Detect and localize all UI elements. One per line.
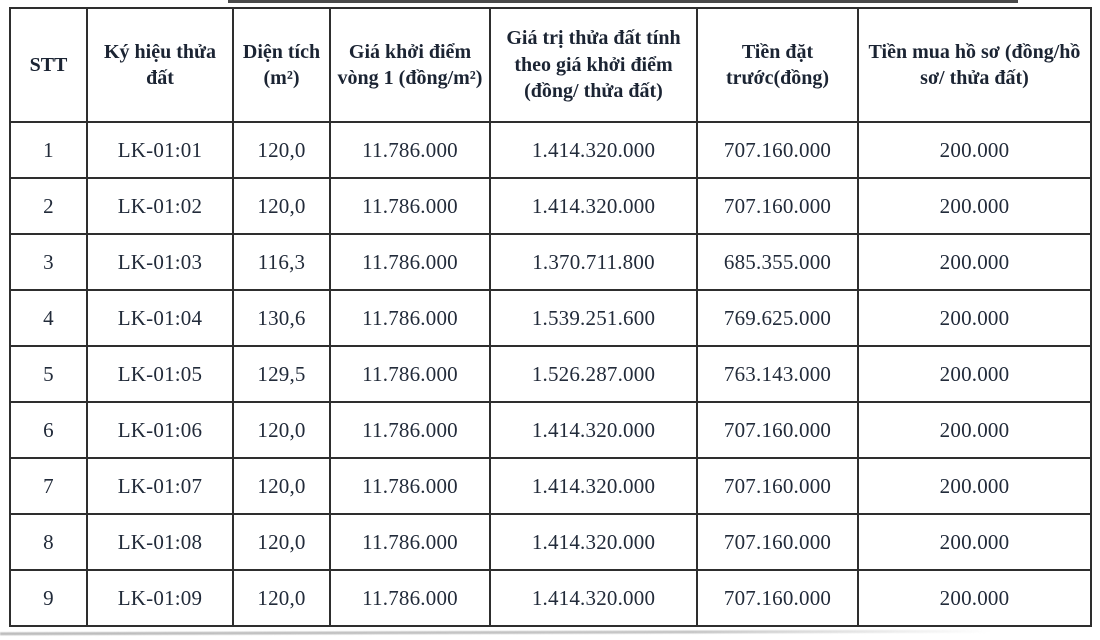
header-tien-mua-ho-so: Tiền mua hồ sơ (đồng/hồ sơ/ thửa đất)	[857, 7, 1092, 123]
cell-tien-dat-truoc: 707.160.000	[696, 177, 859, 235]
cell-ky-hieu-thua-dat: LK-01:01	[86, 121, 234, 179]
cell-gia-khoi-diem: 11.786.000	[329, 177, 491, 235]
cell-stt: 8	[9, 513, 88, 571]
scan-artifact-top-line	[228, 0, 1018, 3]
table-row: 6 LK-01:06 120,0 11.786.000 1.414.320.00…	[9, 401, 1092, 459]
cell-gia-khoi-diem: 11.786.000	[329, 289, 491, 347]
cell-ky-hieu-thua-dat: LK-01:03	[86, 233, 234, 291]
cell-gia-khoi-diem: 11.786.000	[329, 121, 491, 179]
header-dien-tich: Diện tích (m²)	[232, 7, 331, 123]
cell-tien-mua-ho-so: 200.000	[857, 513, 1092, 571]
cell-gia-tri-thua-dat: 1.370.711.800	[489, 233, 698, 291]
cell-gia-tri-thua-dat: 1.414.320.000	[489, 457, 698, 515]
cell-tien-mua-ho-so: 200.000	[857, 401, 1092, 459]
cell-gia-tri-thua-dat: 1.526.287.000	[489, 345, 698, 403]
cell-ky-hieu-thua-dat: LK-01:04	[86, 289, 234, 347]
cell-tien-dat-truoc: 707.160.000	[696, 121, 859, 179]
header-tien-dat-truoc: Tiền đặt trước(đồng)	[696, 7, 859, 123]
cell-stt: 5	[9, 345, 88, 403]
cell-gia-tri-thua-dat: 1.414.320.000	[489, 177, 698, 235]
cell-gia-tri-thua-dat: 1.414.320.000	[489, 513, 698, 571]
cell-tien-mua-ho-so: 200.000	[857, 289, 1092, 347]
cell-dien-tich: 120,0	[232, 513, 331, 571]
cell-ky-hieu-thua-dat: LK-01:09	[86, 569, 234, 627]
cell-tien-dat-truoc: 707.160.000	[696, 457, 859, 515]
header-ky-hieu-thua-dat: Ký hiệu thửa đất	[86, 7, 234, 123]
cell-gia-khoi-diem: 11.786.000	[329, 569, 491, 627]
cell-tien-mua-ho-so: 200.000	[857, 345, 1092, 403]
cell-tien-mua-ho-so: 200.000	[857, 121, 1092, 179]
cell-ky-hieu-thua-dat: LK-01:06	[86, 401, 234, 459]
cell-dien-tich: 120,0	[232, 401, 331, 459]
cell-stt: 3	[9, 233, 88, 291]
table-row: 7 LK-01:07 120,0 11.786.000 1.414.320.00…	[9, 457, 1092, 515]
cell-tien-mua-ho-so: 200.000	[857, 457, 1092, 515]
header-gia-tri-thua-dat: Giá trị thửa đất tính theo giá khởi điểm…	[489, 7, 698, 123]
table-row: 8 LK-01:08 120,0 11.786.000 1.414.320.00…	[9, 513, 1092, 571]
cell-gia-tri-thua-dat: 1.414.320.000	[489, 401, 698, 459]
cell-gia-khoi-diem: 11.786.000	[329, 513, 491, 571]
cell-tien-dat-truoc: 685.355.000	[696, 233, 859, 291]
table-header: STT Ký hiệu thửa đất Diện tích (m²) Giá …	[9, 7, 1092, 123]
cell-ky-hieu-thua-dat: LK-01:08	[86, 513, 234, 571]
cell-gia-khoi-diem: 11.786.000	[329, 233, 491, 291]
cell-stt: 9	[9, 569, 88, 627]
cell-gia-khoi-diem: 11.786.000	[329, 457, 491, 515]
table-body: 1 LK-01:01 120,0 11.786.000 1.414.320.00…	[9, 121, 1092, 627]
table-row: 5 LK-01:05 129,5 11.786.000 1.526.287.00…	[9, 345, 1092, 403]
cell-gia-tri-thua-dat: 1.414.320.000	[489, 569, 698, 627]
cell-gia-tri-thua-dat: 1.414.320.000	[489, 121, 698, 179]
land-auction-table: STT Ký hiệu thửa đất Diện tích (m²) Giá …	[9, 7, 1092, 627]
cell-tien-dat-truoc: 707.160.000	[696, 401, 859, 459]
header-row: STT Ký hiệu thửa đất Diện tích (m²) Giá …	[9, 7, 1092, 123]
cell-gia-tri-thua-dat: 1.539.251.600	[489, 289, 698, 347]
table-row: 2 LK-01:02 120,0 11.786.000 1.414.320.00…	[9, 177, 1092, 235]
table-row: 4 LK-01:04 130,6 11.786.000 1.539.251.60…	[9, 289, 1092, 347]
cell-dien-tich: 130,6	[232, 289, 331, 347]
cell-tien-dat-truoc: 707.160.000	[696, 513, 859, 571]
cell-dien-tich: 120,0	[232, 569, 331, 627]
header-stt: STT	[9, 7, 88, 123]
cell-tien-dat-truoc: 707.160.000	[696, 569, 859, 627]
cell-gia-khoi-diem: 11.786.000	[329, 401, 491, 459]
cell-stt: 6	[9, 401, 88, 459]
cell-tien-mua-ho-so: 200.000	[857, 233, 1092, 291]
scan-artifact-bottom-shadow	[0, 629, 991, 636]
cell-ky-hieu-thua-dat: LK-01:05	[86, 345, 234, 403]
cell-dien-tich: 116,3	[232, 233, 331, 291]
cell-dien-tich: 120,0	[232, 177, 331, 235]
table-row: 9 LK-01:09 120,0 11.786.000 1.414.320.00…	[9, 569, 1092, 627]
cell-stt: 2	[9, 177, 88, 235]
cell-tien-mua-ho-so: 200.000	[857, 569, 1092, 627]
cell-tien-mua-ho-so: 200.000	[857, 177, 1092, 235]
cell-dien-tich: 120,0	[232, 457, 331, 515]
cell-tien-dat-truoc: 763.143.000	[696, 345, 859, 403]
cell-gia-khoi-diem: 11.786.000	[329, 345, 491, 403]
cell-stt: 1	[9, 121, 88, 179]
header-gia-khoi-diem-vong-1: Giá khởi điểm vòng 1 (đồng/m²)	[329, 7, 491, 123]
cell-ky-hieu-thua-dat: LK-01:07	[86, 457, 234, 515]
table-row: 3 LK-01:03 116,3 11.786.000 1.370.711.80…	[9, 233, 1092, 291]
cell-tien-dat-truoc: 769.625.000	[696, 289, 859, 347]
table-row: 1 LK-01:01 120,0 11.786.000 1.414.320.00…	[9, 121, 1092, 179]
cell-dien-tich: 129,5	[232, 345, 331, 403]
cell-ky-hieu-thua-dat: LK-01:02	[86, 177, 234, 235]
cell-stt: 7	[9, 457, 88, 515]
cell-dien-tich: 120,0	[232, 121, 331, 179]
cell-stt: 4	[9, 289, 88, 347]
